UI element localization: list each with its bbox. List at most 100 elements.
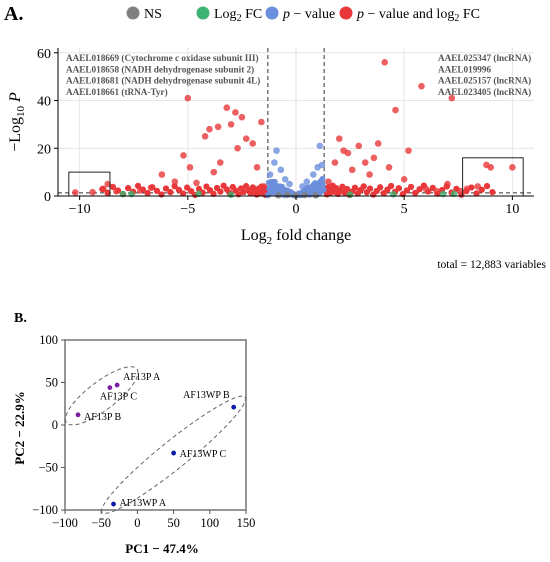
volcano-point xyxy=(272,183,279,190)
pca-frame xyxy=(64,339,247,511)
volcano-point xyxy=(109,183,116,190)
legend-swatch-pvalue xyxy=(265,6,279,20)
volcano-plot: −10 −5 0 5 10 0 20 40 60 AAEL018669 (Cytochrome … xyxy=(7,47,547,271)
volcano-point xyxy=(89,188,96,196)
volcano-point xyxy=(474,183,482,190)
pca-ellipse-group-1 xyxy=(64,366,139,426)
volcano-point xyxy=(509,164,516,171)
volcano-point xyxy=(184,94,192,102)
volcano-point xyxy=(136,187,144,194)
volcano-point xyxy=(269,189,276,196)
volcano-point xyxy=(286,180,293,188)
pca-point xyxy=(231,404,237,410)
volcano-point xyxy=(380,190,387,197)
volcano-point xyxy=(214,123,222,131)
volcano-point xyxy=(281,175,289,183)
pca-y-tick-label: 0 xyxy=(52,418,58,432)
volcano-point xyxy=(390,191,397,198)
pca-y-tick-label: −50 xyxy=(38,461,58,475)
volcano-point xyxy=(339,183,346,190)
legend-swatch-pvalue-and-fc xyxy=(339,6,353,20)
pca-y-label: PC2 − 22.9% xyxy=(12,391,27,465)
legend-label-log2fc: Log2 FC xyxy=(214,7,262,24)
volcano-axes: −10 −5 0 5 10 0 20 40 60 xyxy=(37,47,534,217)
volcano-point xyxy=(144,190,151,197)
volcano-point xyxy=(267,179,274,186)
volcano-point xyxy=(238,185,245,192)
volcano-point xyxy=(416,186,423,193)
volcano-point xyxy=(175,186,182,193)
volcano-point xyxy=(162,185,169,192)
volcano-point xyxy=(232,109,239,116)
volcano-point xyxy=(72,189,79,196)
volcano-point xyxy=(171,178,179,185)
legend-swatch-log2fc xyxy=(196,6,210,20)
pca-point-label: AF13P A xyxy=(123,372,161,383)
left-gene-annotation: AAEL018658 (NADH dehydrogenase subunit 2… xyxy=(66,64,254,74)
volcano-point xyxy=(104,180,112,188)
volcano-point xyxy=(318,161,326,169)
volcano-point xyxy=(180,190,187,197)
pca-x-tick-label: 50 xyxy=(167,516,180,530)
volcano-point xyxy=(388,182,395,189)
volcano-point xyxy=(484,183,491,190)
volcano-point xyxy=(251,188,258,195)
volcano-point xyxy=(167,189,174,196)
volcano-point xyxy=(487,164,495,171)
left-gene-annotation: AAEL018669 (Cytochrome c oxidase subunit… xyxy=(66,53,259,63)
volcano-x-tick-label: 5 xyxy=(401,202,408,217)
pca-point xyxy=(111,501,116,507)
pca-point-label: AF13WP A xyxy=(120,498,167,509)
volcano-point xyxy=(180,152,187,159)
volcano-point xyxy=(348,166,356,174)
volcano-point xyxy=(264,192,271,199)
volcano-point xyxy=(370,191,377,198)
legend-label-ns: NS xyxy=(144,7,162,22)
volcano-x-tick-label: −5 xyxy=(180,202,195,217)
pca-ellipse-group-2 xyxy=(101,395,247,514)
left-gene-annotation: AAEL018681 (NADH dehydrogenase subunit 4… xyxy=(66,76,260,86)
volcano-y-tick-label: 60 xyxy=(37,47,51,62)
volcano-point xyxy=(210,190,217,197)
volcano-x-tick-label: 0 xyxy=(293,202,300,217)
volcano-point xyxy=(346,191,354,198)
volcano-point xyxy=(186,164,194,171)
pca-point xyxy=(114,382,120,388)
volcano-point xyxy=(489,189,496,196)
volcano-point xyxy=(361,159,369,166)
volcano-point xyxy=(125,185,132,192)
volcano-point xyxy=(457,187,464,195)
right-gene-annotation: AAEL025157 (lncRNA) xyxy=(438,76,531,86)
volcano-point xyxy=(299,183,306,190)
pca-x-label: PC1 − 47.4% xyxy=(125,541,199,556)
volcano-point xyxy=(395,185,402,192)
pca-point-label: AF13P B xyxy=(84,412,121,423)
volcano-x-tick-label: 10 xyxy=(505,202,519,217)
pca-y-tick-label: −100 xyxy=(32,503,58,517)
volcano-point xyxy=(355,142,363,150)
volcano-point xyxy=(188,188,195,195)
volcano-point xyxy=(405,147,412,154)
volcano-point xyxy=(201,133,209,140)
volcano-point xyxy=(265,185,272,192)
volcano-point xyxy=(223,104,231,111)
volcano-point xyxy=(448,94,456,102)
volcano-point xyxy=(351,184,358,191)
volcano-point xyxy=(210,168,218,176)
volcano-point xyxy=(171,183,178,190)
volcano-point xyxy=(266,171,274,178)
volcano-point xyxy=(392,106,399,114)
volcano-point xyxy=(260,183,267,190)
volcano-point xyxy=(310,171,317,178)
volcano-point xyxy=(463,185,471,193)
volcano-point xyxy=(363,189,370,196)
volcano-point xyxy=(206,125,213,133)
volcano-point xyxy=(227,121,235,128)
pca-point-label: AF13WP B xyxy=(183,390,230,401)
volcano-point xyxy=(242,135,250,143)
volcano-point xyxy=(344,149,352,157)
volcano-point xyxy=(243,183,250,190)
volcano-point xyxy=(273,147,280,154)
volcano-point xyxy=(408,183,415,190)
volcano-total-caption: total = 12,883 variables xyxy=(437,259,546,271)
